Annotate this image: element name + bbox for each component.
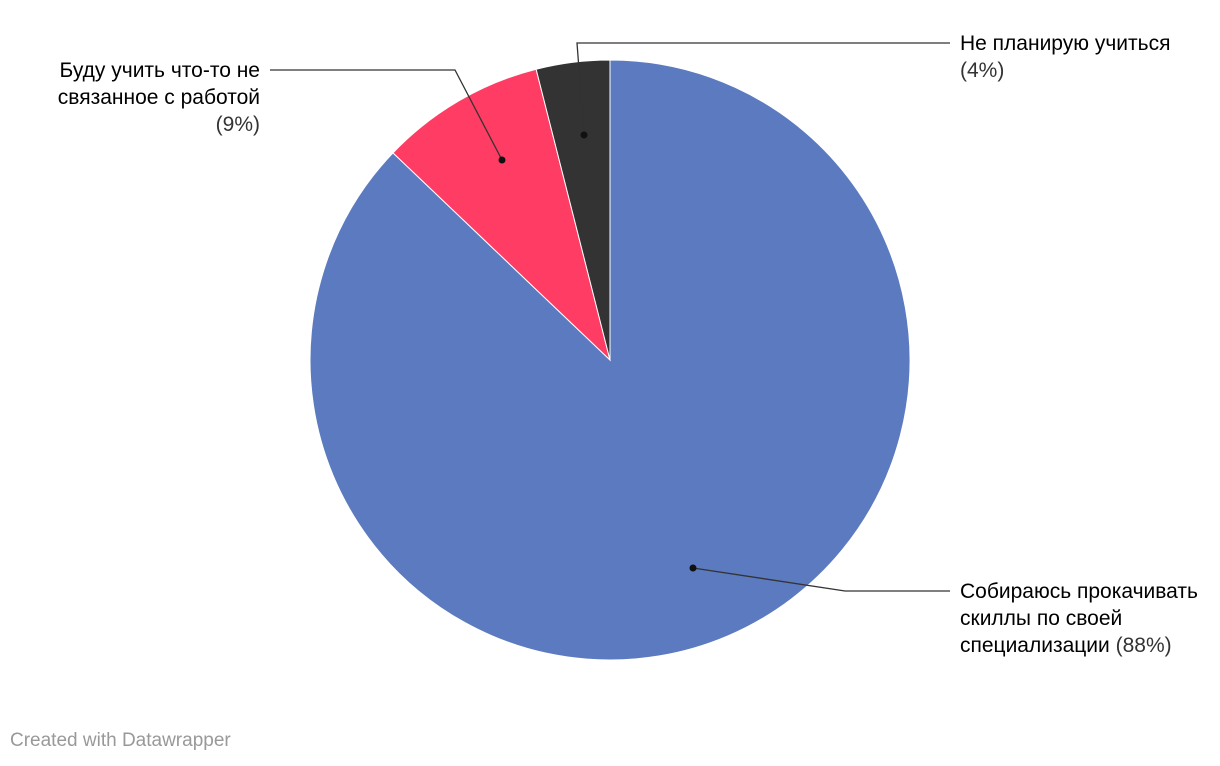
value-label: (4%): [960, 59, 1005, 82]
slice-label: Буду учить что-то не связанное с работой…: [10, 57, 260, 138]
slice-label: Не планирую учиться (4%): [960, 30, 1210, 84]
slice-label: Собираюсь прокачивать скиллы по своей сп…: [960, 578, 1210, 659]
leader-line: [692, 567, 950, 592]
category-label: Не планирую учиться: [960, 32, 1171, 55]
category-label: Буду учить что-то не связанное с работой: [57, 59, 260, 109]
leader-line: [270, 69, 503, 161]
leader-dot: [580, 131, 588, 139]
pie-slice: [535, 59, 611, 361]
footer: Created with Datawrapper: [10, 730, 231, 751]
value-label: (88%): [1115, 634, 1172, 657]
leader-dot: [689, 564, 697, 572]
category-label: Собираюсь прокачивать скиллы по своей сп…: [960, 580, 1198, 657]
value-label: (9%): [215, 113, 260, 136]
leader-line: [576, 42, 950, 136]
leader-dot: [498, 156, 506, 164]
pie-slice: [309, 59, 911, 661]
pie-slice: [392, 68, 611, 362]
